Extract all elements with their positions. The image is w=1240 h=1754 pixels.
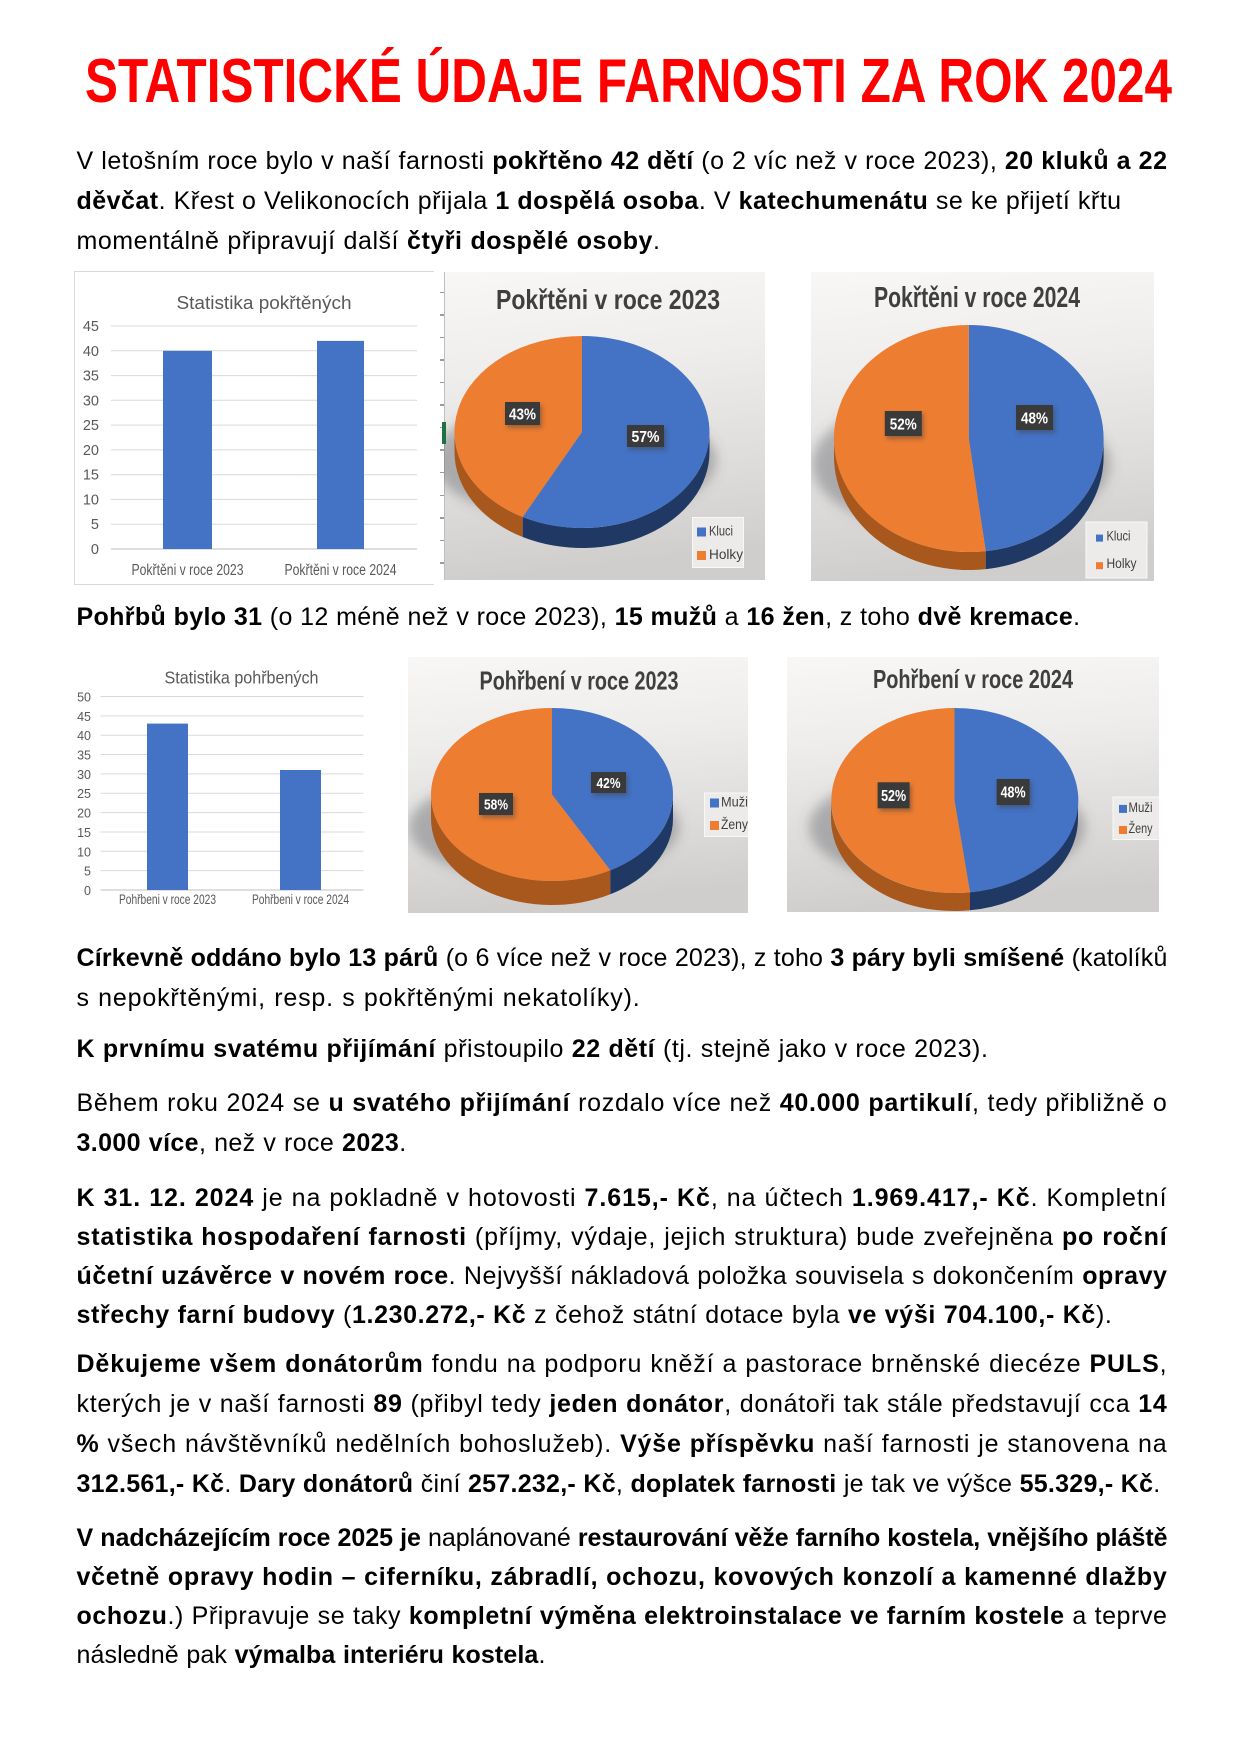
svg-text:45: 45: [77, 710, 91, 724]
svg-text:25: 25: [83, 418, 99, 434]
svg-text:15: 15: [77, 826, 91, 840]
svg-text:Pokřtěni v roce 2024: Pokřtěni v roce 2024: [285, 562, 397, 579]
svg-text:45: 45: [83, 319, 99, 335]
svg-text:58%: 58%: [484, 796, 508, 813]
svg-text:43%: 43%: [509, 406, 536, 423]
svg-text:Pohřbení v roce 2023: Pohřbení v roce 2023: [480, 666, 679, 696]
svg-text:52%: 52%: [881, 788, 906, 805]
svg-text:10: 10: [83, 492, 99, 508]
svg-text:5: 5: [91, 517, 99, 533]
svg-text:40: 40: [83, 344, 99, 360]
svg-text:Pohřbeni v roce 2024: Pohřbeni v roce 2024: [252, 892, 349, 907]
svg-text:10: 10: [77, 845, 91, 859]
svg-text:20: 20: [83, 443, 99, 459]
svg-text:Statistika pokřtěných: Statistika pokřtěných: [177, 292, 352, 313]
svg-text:Pohřbení v roce 2024: Pohřbení v roce 2024: [873, 664, 1073, 694]
svg-text:42%: 42%: [597, 775, 621, 792]
svg-text:Pokřtěni v roce 2023: Pokřtěni v roce 2023: [132, 562, 244, 579]
svg-text:Pokřtěni v roce 2024: Pokřtěni v roce 2024: [874, 282, 1080, 314]
svg-text:35: 35: [77, 749, 91, 763]
svg-text:57%: 57%: [632, 429, 660, 446]
svg-text:Holky: Holky: [1107, 555, 1137, 571]
svg-text:15: 15: [83, 468, 99, 484]
svg-text:Kluci: Kluci: [1107, 528, 1131, 544]
svg-text:35: 35: [83, 369, 99, 385]
svg-text:30: 30: [83, 393, 99, 409]
svg-text:20: 20: [77, 807, 91, 821]
svg-text:48%: 48%: [1021, 410, 1048, 427]
svg-text:Holky: Holky: [709, 547, 743, 562]
svg-text:40: 40: [77, 729, 91, 743]
svg-text:Statistika pohřbených: Statistika pohřbených: [165, 667, 319, 687]
svg-text:Muži: Muži: [721, 795, 748, 810]
svg-text:48%: 48%: [1001, 785, 1026, 802]
svg-text:0: 0: [91, 542, 99, 558]
svg-text:0: 0: [84, 884, 91, 898]
svg-text:5: 5: [84, 865, 91, 879]
svg-text:52%: 52%: [890, 416, 917, 433]
svg-text:Ženy: Ženy: [721, 816, 748, 832]
svg-text:Pokřtěni v roce 2023: Pokřtěni v roce 2023: [496, 284, 720, 315]
svg-text:Kluci: Kluci: [709, 524, 733, 539]
svg-text:50: 50: [77, 691, 91, 705]
svg-text:Muži: Muži: [1129, 800, 1153, 815]
svg-text:30: 30: [77, 768, 91, 782]
svg-text:Pohřbeni v roce 2023: Pohřbeni v roce 2023: [119, 892, 216, 907]
svg-text:Ženy: Ženy: [1129, 820, 1153, 836]
svg-text:25: 25: [77, 787, 91, 801]
